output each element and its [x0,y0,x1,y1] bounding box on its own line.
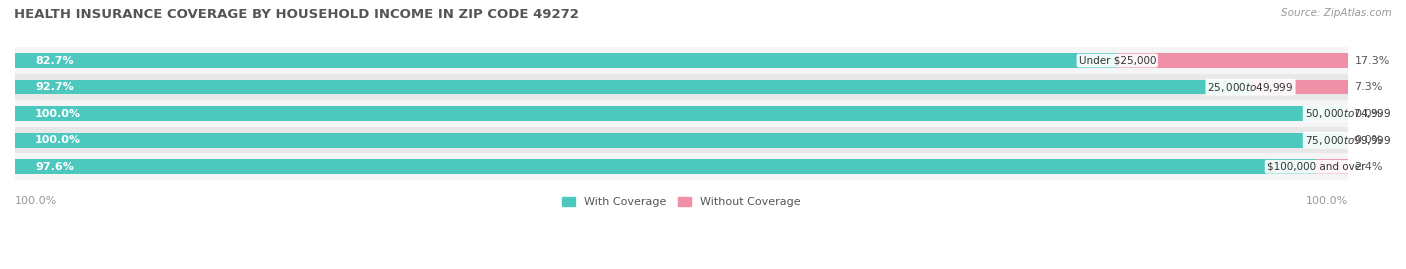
Bar [15,106,1348,121]
Text: 97.6%: 97.6% [35,162,75,172]
Text: 2.4%: 2.4% [1354,162,1384,172]
Text: HEALTH INSURANCE COVERAGE BY HOUSEHOLD INCOME IN ZIP CODE 49272: HEALTH INSURANCE COVERAGE BY HOUSEHOLD I… [14,8,579,21]
Text: 100.0%: 100.0% [15,196,58,206]
Text: 0.0%: 0.0% [1354,109,1382,119]
Text: 100.0%: 100.0% [35,135,82,145]
Text: 100.0%: 100.0% [1306,196,1348,206]
Bar [15,160,1316,174]
Bar [1118,53,1348,68]
Text: 92.7%: 92.7% [35,82,73,92]
Bar [1250,80,1348,94]
Text: $100,000 and over: $100,000 and over [1267,162,1365,172]
Bar [15,74,1348,100]
Bar [15,133,1348,147]
Text: 17.3%: 17.3% [1354,56,1391,66]
Text: 82.7%: 82.7% [35,56,73,66]
Text: $25,000 to $49,999: $25,000 to $49,999 [1208,81,1294,94]
Legend: With Coverage, Without Coverage: With Coverage, Without Coverage [558,192,806,212]
Text: 7.3%: 7.3% [1354,82,1384,92]
Text: Under $25,000: Under $25,000 [1078,56,1156,66]
Text: $75,000 to $99,999: $75,000 to $99,999 [1305,134,1391,147]
Text: Source: ZipAtlas.com: Source: ZipAtlas.com [1281,8,1392,18]
Bar [15,47,1348,74]
Text: 100.0%: 100.0% [35,109,82,119]
Bar [15,127,1348,154]
Bar [15,154,1348,180]
Bar [15,53,1118,68]
Text: 0.0%: 0.0% [1354,135,1382,145]
Bar [15,100,1348,127]
Bar [15,80,1250,94]
Bar [1316,160,1348,174]
Text: $50,000 to $74,999: $50,000 to $74,999 [1305,107,1391,120]
